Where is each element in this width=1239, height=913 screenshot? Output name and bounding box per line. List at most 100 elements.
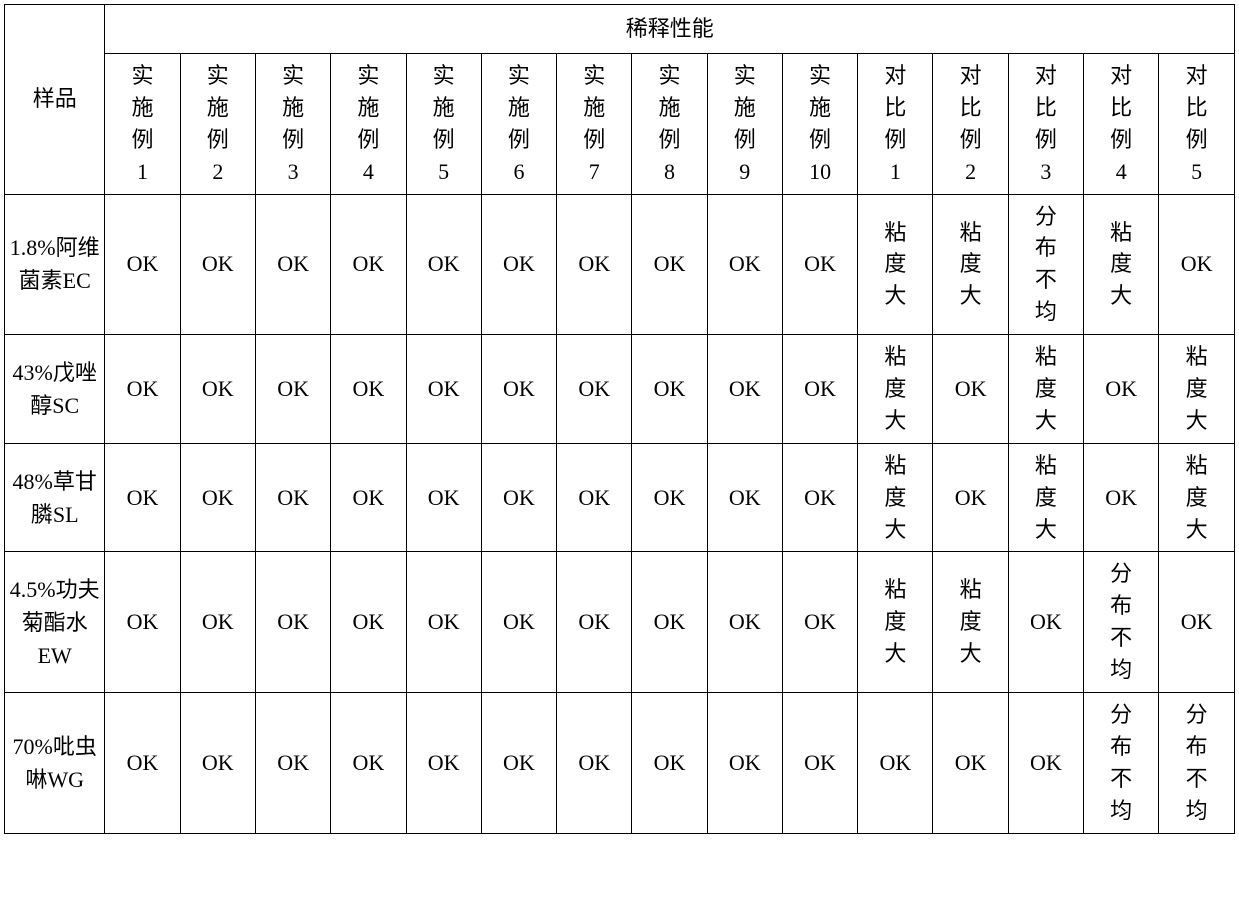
data-cell: OK	[105, 335, 180, 444]
col-header: 实施例 3	[255, 54, 330, 195]
col-header: 实施例 4	[331, 54, 406, 195]
data-cell: OK	[331, 552, 406, 693]
data-cell: OK	[707, 693, 782, 834]
data-cell: 粘度大	[858, 552, 933, 693]
col-header: 实施例 6	[481, 54, 556, 195]
data-cell: OK	[782, 552, 857, 693]
data-cell: OK	[481, 443, 556, 552]
data-cell: OK	[331, 443, 406, 552]
col-header: 对比例 3	[1008, 54, 1083, 195]
data-cell: OK	[1084, 335, 1159, 444]
sample-name: 4.5%功夫菊酯水 EW	[5, 552, 105, 693]
data-cell: OK	[707, 194, 782, 335]
col-header: 实施例 2	[180, 54, 255, 195]
data-cell: OK	[782, 443, 857, 552]
col-header-sample: 样品	[5, 5, 105, 195]
data-cell: OK	[406, 693, 481, 834]
data-cell: 粘度大	[1084, 194, 1159, 335]
data-cell: 粘度大	[1159, 443, 1235, 552]
sample-name: 70%吡虫啉WG	[5, 693, 105, 834]
col-header: 对比例 5	[1159, 54, 1235, 195]
col-header: 实施例 1	[105, 54, 180, 195]
data-cell: OK	[180, 443, 255, 552]
data-cell: OK	[632, 335, 707, 444]
data-cell: OK	[557, 194, 632, 335]
data-cell: OK	[180, 693, 255, 834]
table-row: 70%吡虫啉WG OK OK OK OK OK OK OK OK OK OK O…	[5, 693, 1235, 834]
data-cell: OK	[105, 693, 180, 834]
table-row: 1.8%阿维菌素EC OK OK OK OK OK OK OK OK OK OK…	[5, 194, 1235, 335]
data-cell: OK	[481, 693, 556, 834]
dilution-performance-table: 样品 稀释性能 实施例 1 实施例 2 实施例 3 实施例 4 实施例 5 实施…	[4, 4, 1235, 834]
col-header: 实施例 10	[782, 54, 857, 195]
data-cell: OK	[557, 552, 632, 693]
col-header-group: 稀释性能	[105, 5, 1235, 54]
col-header: 实施例 5	[406, 54, 481, 195]
data-cell: OK	[632, 552, 707, 693]
data-cell: OK	[1159, 194, 1235, 335]
data-cell: OK	[707, 443, 782, 552]
data-cell: OK	[180, 335, 255, 444]
data-cell: OK	[707, 552, 782, 693]
sample-name: 1.8%阿维菌素EC	[5, 194, 105, 335]
data-cell: 粘度大	[858, 194, 933, 335]
data-cell: OK	[406, 194, 481, 335]
data-cell: 粘度大	[1008, 443, 1083, 552]
data-cell: OK	[331, 693, 406, 834]
data-cell: OK	[1008, 693, 1083, 834]
data-cell: OK	[1008, 552, 1083, 693]
data-cell: OK	[255, 335, 330, 444]
data-cell: 粘度大	[1159, 335, 1235, 444]
data-cell: OK	[632, 194, 707, 335]
data-cell: OK	[180, 552, 255, 693]
column-headers-row: 实施例 1 实施例 2 实施例 3 实施例 4 实施例 5 实施例 6 实施例 …	[5, 54, 1235, 195]
data-cell: OK	[782, 335, 857, 444]
data-cell: OK	[255, 693, 330, 834]
sample-name: 43%戊唑醇SC	[5, 335, 105, 444]
data-cell: OK	[557, 693, 632, 834]
data-cell: OK	[255, 552, 330, 693]
data-cell: OK	[557, 335, 632, 444]
data-cell: OK	[858, 693, 933, 834]
data-cell: OK	[1084, 443, 1159, 552]
col-header: 实施例 7	[557, 54, 632, 195]
data-cell: OK	[933, 443, 1008, 552]
data-cell: OK	[331, 194, 406, 335]
table-row: 48%草甘膦SL OK OK OK OK OK OK OK OK OK OK 粘…	[5, 443, 1235, 552]
col-header: 实施例 8	[632, 54, 707, 195]
data-cell: 分布不均	[1159, 693, 1235, 834]
table-row: 4.5%功夫菊酯水 EW OK OK OK OK OK OK OK OK OK …	[5, 552, 1235, 693]
data-cell: OK	[406, 552, 481, 693]
data-cell: 粘度大	[858, 443, 933, 552]
data-cell: 粘度大	[1008, 335, 1083, 444]
data-cell: OK	[782, 693, 857, 834]
col-header: 对比例 1	[858, 54, 933, 195]
data-cell: OK	[933, 335, 1008, 444]
data-cell: 粘度大	[933, 194, 1008, 335]
data-cell: OK	[707, 335, 782, 444]
col-header: 对比例 4	[1084, 54, 1159, 195]
data-cell: OK	[481, 335, 556, 444]
data-cell: OK	[105, 194, 180, 335]
data-cell: OK	[782, 194, 857, 335]
data-cell: OK	[557, 443, 632, 552]
data-cell: OK	[105, 552, 180, 693]
sample-name: 48%草甘膦SL	[5, 443, 105, 552]
table-body: 1.8%阿维菌素EC OK OK OK OK OK OK OK OK OK OK…	[5, 194, 1235, 833]
data-cell: OK	[632, 443, 707, 552]
data-cell: OK	[105, 443, 180, 552]
data-cell: 粘度大	[858, 335, 933, 444]
data-cell: OK	[331, 335, 406, 444]
col-header: 对比例 2	[933, 54, 1008, 195]
data-cell: OK	[632, 693, 707, 834]
data-cell: 分布不均	[1008, 194, 1083, 335]
data-cell: OK	[481, 552, 556, 693]
data-cell: OK	[406, 443, 481, 552]
col-header: 实施例 9	[707, 54, 782, 195]
data-cell: 分布不均	[1084, 552, 1159, 693]
data-cell: OK	[255, 194, 330, 335]
data-cell: OK	[481, 194, 556, 335]
data-cell: OK	[255, 443, 330, 552]
data-cell: OK	[1159, 552, 1235, 693]
data-cell: OK	[180, 194, 255, 335]
